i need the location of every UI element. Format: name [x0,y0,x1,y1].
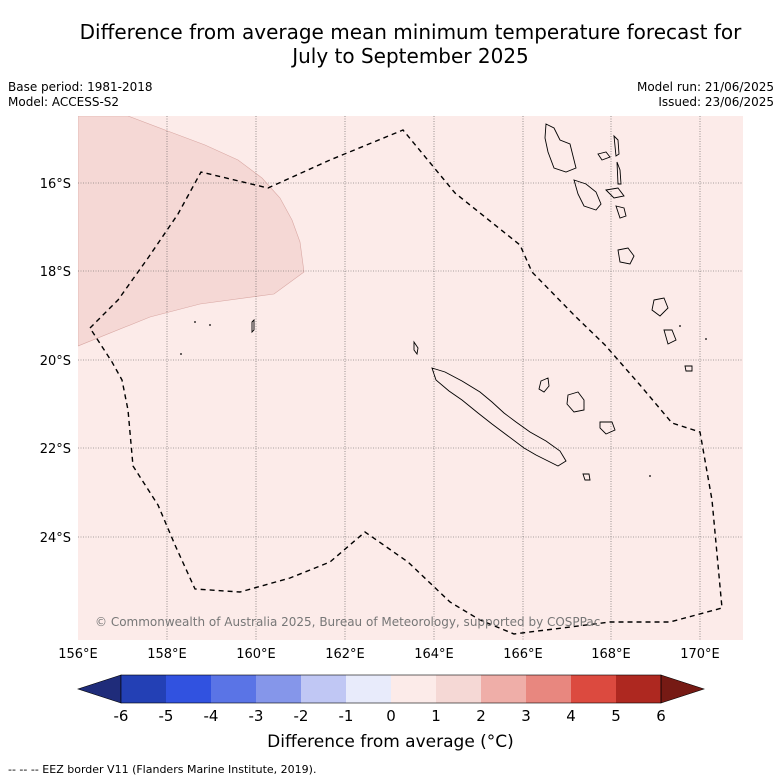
belep-islands [413,340,419,356]
colorbar-segment [391,675,436,703]
colorbar-segment [571,675,616,703]
model-name: Model: ACCESS-S2 [8,95,120,109]
longitude-labels: 156°E 158°E 160°E 162°E 164°E 166°E 168°… [58,647,720,662]
colorbar-segment [616,675,661,703]
lat-label: 16°S [40,177,71,192]
lat-label: 18°S [40,265,71,280]
base-period: Base period: 1981-2018 [8,80,153,94]
colorbar-segment [121,675,166,703]
title-line-2: July to September 2025 [292,44,529,68]
reef-dot-3 [180,353,182,355]
isle-of-pines [582,473,591,481]
erromango-island [651,297,669,317]
lifou-island [566,391,585,413]
ouvea-island [538,377,550,393]
colorbar-tick-label: 2 [476,707,486,725]
mare-island [599,421,616,435]
tanna-island [663,329,677,345]
colorbar-title: Difference from average (°C) [267,732,514,752]
colorbar-segment [346,675,391,703]
colorbar-tick-label: -4 [204,707,219,725]
colorbar-segment [436,675,481,703]
colorbar-tick-label: 5 [611,707,621,725]
lat-label: 22°S [40,442,71,457]
lon-label: 162°E [325,647,365,662]
lon-label: 160°E [236,647,276,662]
ambrym-island [605,187,625,199]
malo-island [597,151,611,161]
gridlines [78,116,743,640]
pentecost-island [616,161,622,185]
reef-dot-4 [705,338,707,340]
espiritu-santo-island [544,123,577,173]
lon-label: 164°E [414,647,454,662]
colorbar-tick-label: -6 [114,707,129,725]
epi-island [615,205,627,219]
colorbar-tick-label: 6 [656,707,666,725]
efate-island [617,247,635,265]
colorbar-tick-label: -2 [294,707,309,725]
latitude-labels: 16°S 18°S 20°S 22°S 24°S [40,177,71,546]
lon-label: 168°E [591,647,631,662]
reef-dot-5 [649,475,651,477]
colorbar-ticks: -6 -5 -4 -3 -2 -1 0 1 2 3 4 5 6 [114,707,666,725]
eez-legend-note: -- -- -- EEZ border V11 (Flanders Marine… [8,763,317,776]
colorbar-tick-label: 4 [566,707,576,725]
reef-dot-2 [209,324,211,326]
colorbar-segment [301,675,346,703]
colorbar-segment [211,675,256,703]
colorbar-frame [120,674,662,704]
colorbar-tick-label: -1 [339,707,354,725]
eez-border [89,129,723,635]
lon-label: 156°E [58,647,98,662]
colorbar-tick-label: 0 [386,707,396,725]
colorbar-arrow-low [77,674,122,704]
issued-date: Issued: 23/06/2025 [658,95,774,109]
colorbar-tick-label: 1 [431,707,441,725]
lat-label: 24°S [40,531,71,546]
new-caledonia-island [431,367,567,467]
colorbar-arrow-high [660,674,705,704]
chart-title: Difference from average mean minimum tem… [40,20,781,68]
meta-left: Base period: 1981-2018 Model: ACCESS-S2 [8,80,153,110]
colorbar-segment [481,675,526,703]
reef-dot-6 [679,325,681,327]
warm-anomaly-region [78,116,305,347]
chesterfield-reef [251,318,255,334]
meta-right: Model run: 21/06/2025 Issued: 23/06/2025 [637,80,774,110]
reef-dot-1 [194,321,196,323]
colorbar-segment [256,675,301,703]
title-line-1: Difference from average mean minimum tem… [79,20,742,44]
model-run: Model run: 21/06/2025 [636,80,774,94]
aneityum-island [684,365,693,372]
lon-label: 170°E [680,647,720,662]
colorbar-tick-label: 3 [521,707,531,725]
colorbar [77,674,705,704]
colorbar-segment [166,675,211,703]
colorbar-segment [526,675,571,703]
lon-label: 158°E [147,647,187,662]
copyright-notice: © Commonwealth of Australia 2025, Bureau… [95,615,600,629]
lat-label: 20°S [40,354,71,369]
maewo-island [613,134,620,157]
malekula-island [573,179,602,211]
lon-label: 166°E [503,647,543,662]
colorbar-tick-label: -3 [249,707,264,725]
colorbar-tick-label: -5 [159,707,174,725]
